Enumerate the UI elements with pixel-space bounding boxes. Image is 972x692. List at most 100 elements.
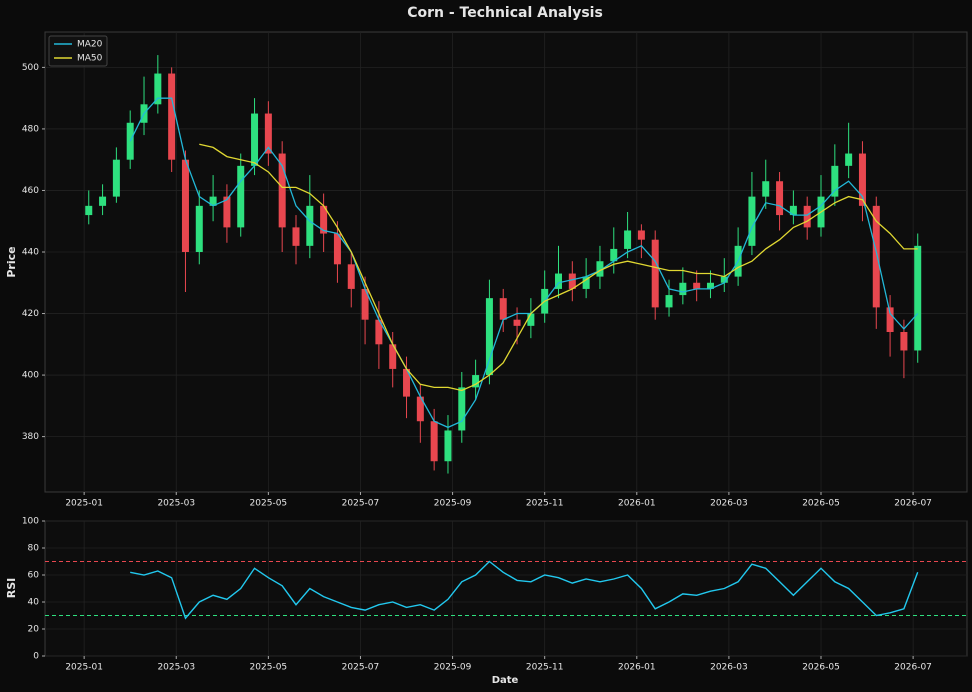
candle-body [416,396,424,422]
candle-body [499,298,507,320]
candle-body [693,282,701,289]
x-tick-label: 2025-09 [434,663,472,673]
x-tick-label: 2026-05 [802,499,840,509]
candle-body [85,205,93,216]
y-tick-label: 0 [33,652,39,662]
candle-body [568,273,576,289]
y-tick-label: 380 [22,432,39,442]
candle-body [803,205,811,228]
plot-area [44,520,968,657]
candle-body [527,313,535,326]
y-tick-label: 40 [28,598,40,608]
candle-body [389,344,397,369]
candle-body [624,230,632,249]
candle-body [333,233,341,265]
candle-body [361,288,369,320]
candle-body [900,332,908,351]
y-tick-label: 420 [22,309,39,319]
candle-body [914,245,922,351]
ma-line [199,143,918,392]
x-tick-label: 2025-07 [342,499,380,509]
legend-label: MA50 [77,54,103,64]
x-tick-label: 2025-07 [342,663,380,673]
x-tick-label: 2025-01 [65,663,103,673]
candle-body [292,227,300,246]
chart-title: Corn - Technical Analysis [407,5,603,21]
candle-body [789,205,797,216]
candle-body [195,205,203,252]
candle-body [237,165,245,228]
y-tick-label: 500 [22,63,39,73]
y-tick-label: 460 [22,186,39,196]
candle-body [223,196,231,228]
candle-body [706,282,714,289]
candle-body [762,181,770,197]
candle-body [858,153,866,206]
rsi-line [130,560,919,620]
x-tick-label: 2026-07 [894,663,932,673]
x-tick-label: 2026-01 [618,663,656,673]
candle-body [472,375,480,388]
legend-label: MA20 [77,40,103,50]
candle-body [154,73,162,105]
candle-body [651,239,659,308]
y-axis-label: RSI [5,578,18,599]
candle-body [665,295,673,308]
candle-body [776,181,784,216]
candle-body [99,196,107,206]
candle-body [375,319,383,345]
candle-body [555,273,563,289]
candle-body [845,153,853,166]
y-tick-label: 480 [22,124,39,134]
candle-body [831,165,839,197]
x-tick-label: 2025-05 [250,663,288,673]
candle-body [679,282,687,296]
plot-area [44,31,968,493]
y-tick-label: 80 [28,544,40,554]
x-axis-label: Date [492,675,519,686]
x-tick-label: 2026-03 [710,663,748,673]
candle-body [126,122,134,160]
candle-body [306,205,314,246]
candle-body [112,159,120,197]
candle-body [637,230,645,240]
x-tick-label: 2025-11 [526,499,564,509]
x-tick-label: 2025-01 [65,499,103,509]
candle-body [513,319,521,326]
x-tick-label: 2025-11 [526,663,564,673]
x-tick-label: 2025-09 [434,499,472,509]
x-tick-label: 2025-03 [157,499,195,509]
y-tick-label: 440 [22,248,39,258]
candle-body [886,307,894,332]
candle-body [872,205,880,308]
candle-body [720,276,728,283]
y-tick-label: 60 [28,571,40,581]
candle-body [485,298,493,376]
candle-body [403,368,411,397]
candle-body [209,196,217,206]
y-tick-label: 100 [22,517,39,527]
candle-body [251,113,259,166]
candle-body [748,196,756,246]
x-tick-label: 2025-05 [250,499,288,509]
ma-line [129,97,919,429]
x-tick-label: 2026-03 [710,499,748,509]
candle-body [582,276,590,289]
x-tick-label: 2025-03 [157,663,195,673]
candle-body [430,421,438,462]
y-tick-label: 20 [28,625,40,635]
y-axis-label: Price [5,246,18,277]
candle-body [347,264,355,289]
candle-body [458,387,466,431]
candle-body [444,430,452,462]
candle-body [320,205,328,234]
candle-body [610,248,618,262]
y-tick-label: 400 [22,371,39,381]
candle-body [278,153,286,228]
x-tick-label: 2026-01 [618,499,656,509]
candle-body [168,73,176,160]
x-tick-label: 2026-05 [802,663,840,673]
candle-body [596,261,604,277]
x-tick-label: 2026-07 [894,499,932,509]
